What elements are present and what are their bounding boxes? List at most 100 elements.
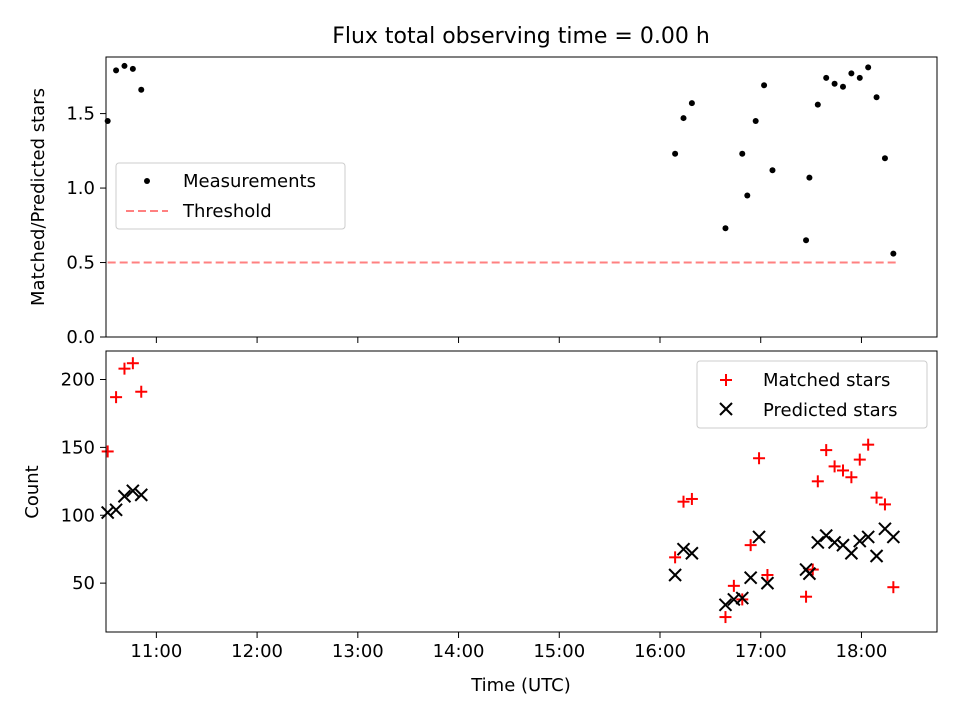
top-panel: 0.0 0.5 1.0 1.5 Matched/Predicted stars Mea…	[28, 56, 938, 348]
predicted-star-point	[735, 591, 749, 605]
top-axes-frame	[105, 56, 938, 338]
matched-star-point	[719, 611, 732, 624]
measurement-point	[806, 174, 813, 181]
matched-star-point	[862, 438, 875, 451]
measurement-point	[839, 83, 846, 90]
matched-star-point	[878, 498, 891, 511]
top-axis-ticks: 0.0 0.5 1.0 1.5	[66, 104, 862, 348]
predicted-star-point	[844, 546, 859, 560]
matched-star-point	[135, 385, 148, 398]
measurement-point	[129, 65, 136, 72]
matched-star-point	[744, 539, 757, 552]
predicted-star-point	[718, 598, 733, 612]
top-y-tick-label: 0.0	[66, 327, 95, 348]
top-y-tick-label: 1.5	[66, 104, 95, 125]
matched-star-point	[853, 453, 866, 466]
measurement-point	[121, 62, 128, 69]
top-y-axis-label: Matched/Predicted stars	[28, 88, 49, 306]
measurement-point	[138, 86, 145, 93]
predicted-star-point	[752, 530, 766, 544]
matched-star-point	[887, 581, 900, 594]
legend-predicted-marker	[719, 402, 733, 416]
legend-matched-marker	[720, 374, 732, 386]
measurement-point	[769, 167, 776, 174]
predicted-star-point	[126, 484, 140, 498]
matched-star-point	[685, 492, 698, 505]
measurement-point	[831, 80, 838, 87]
matched-star-point	[870, 491, 883, 504]
matched-star-point	[845, 471, 858, 484]
bottom-x-tick-label: 12:00	[231, 641, 283, 662]
predicted-star-point	[668, 568, 682, 582]
measurement-point	[890, 250, 897, 257]
matched-star-point	[753, 452, 766, 465]
measurement-point	[739, 150, 746, 157]
matched-star-point	[761, 568, 774, 581]
bottom-y-tick-label: 100	[61, 505, 95, 526]
top-legend-box	[115, 162, 346, 230]
measurement-point	[722, 225, 729, 232]
bottom-legend: Matched stars Predicted stars	[696, 360, 928, 429]
bottom-panel: 11:00 12:00 13:00 14:00 15:00 16:00 17:00 18:00…	[22, 350, 938, 696]
matched-star-point	[101, 445, 114, 458]
predicted-star-point	[109, 503, 123, 517]
matched-star-point	[126, 357, 139, 370]
legend-threshold-label: Threshold	[182, 201, 272, 222]
bottom-y-tick-label: 50	[72, 573, 95, 594]
predicted-star-point	[743, 570, 758, 585]
predicted-star-point	[819, 528, 833, 543]
predicted-star-point	[811, 535, 825, 550]
predicted-star-point	[802, 566, 817, 581]
predicted-star-point	[100, 505, 115, 520]
legend-measurements-marker	[144, 178, 150, 184]
measurement-point	[672, 150, 679, 157]
measurement-point	[881, 155, 888, 162]
predicted-star-point	[827, 535, 842, 550]
predicted-star-point	[853, 534, 867, 548]
legend-matched-label: Matched stars	[763, 370, 890, 391]
matched-star-point	[800, 590, 813, 603]
predicted-star-point	[685, 546, 699, 560]
matched-star-point	[828, 460, 841, 473]
bottom-x-tick-label: 13:00	[332, 641, 384, 662]
predicted-star-point	[117, 489, 132, 503]
measurement-point	[752, 118, 759, 125]
legend-measurements-label: Measurements	[183, 171, 316, 192]
top-y-tick-label: 0.5	[66, 253, 95, 274]
bottom-x-tick-label: 14:00	[433, 641, 485, 662]
measurement-point	[865, 64, 872, 71]
bottom-x-tick-label: 18:00	[836, 641, 888, 662]
measurement-point	[848, 70, 855, 77]
bottom-legend-box	[696, 360, 928, 429]
matched-star-point	[118, 362, 131, 375]
measurement-point	[761, 82, 768, 89]
bottom-x-tick-label: 17:00	[735, 641, 787, 662]
matched-star-point	[836, 464, 849, 477]
matched-star-point	[820, 444, 833, 457]
bottom-x-tick-label: 11:00	[130, 641, 182, 662]
measurement-point	[680, 115, 687, 122]
x-axis-label: Time (UTC)	[470, 675, 571, 696]
top-legend: Measurements Threshold	[115, 162, 346, 230]
matched-star-point	[727, 579, 740, 592]
measurement-point	[113, 67, 120, 74]
figure-title: Flux total observing time = 0.00 h	[332, 24, 710, 49]
bottom-y-tick-label: 200	[61, 370, 95, 391]
predicted-star-point	[861, 530, 875, 544]
bottom-y-axis-label: Count	[22, 465, 43, 518]
bottom-x-tick-label: 16:00	[634, 641, 686, 662]
predicted-star-point	[134, 488, 148, 502]
bottom-x-tick-label: 15:00	[533, 641, 585, 662]
predicted-star-point	[676, 542, 691, 556]
matched-star-point	[110, 391, 123, 404]
measurement-point	[814, 101, 821, 108]
measurement-point	[823, 74, 830, 81]
top-plot-marks	[104, 62, 899, 264]
measurement-point	[873, 94, 880, 101]
matched-star-point	[811, 475, 824, 488]
top-y-tick-label: 1.0	[66, 178, 95, 199]
measurement-point	[803, 237, 810, 244]
measurement-point	[688, 100, 695, 107]
